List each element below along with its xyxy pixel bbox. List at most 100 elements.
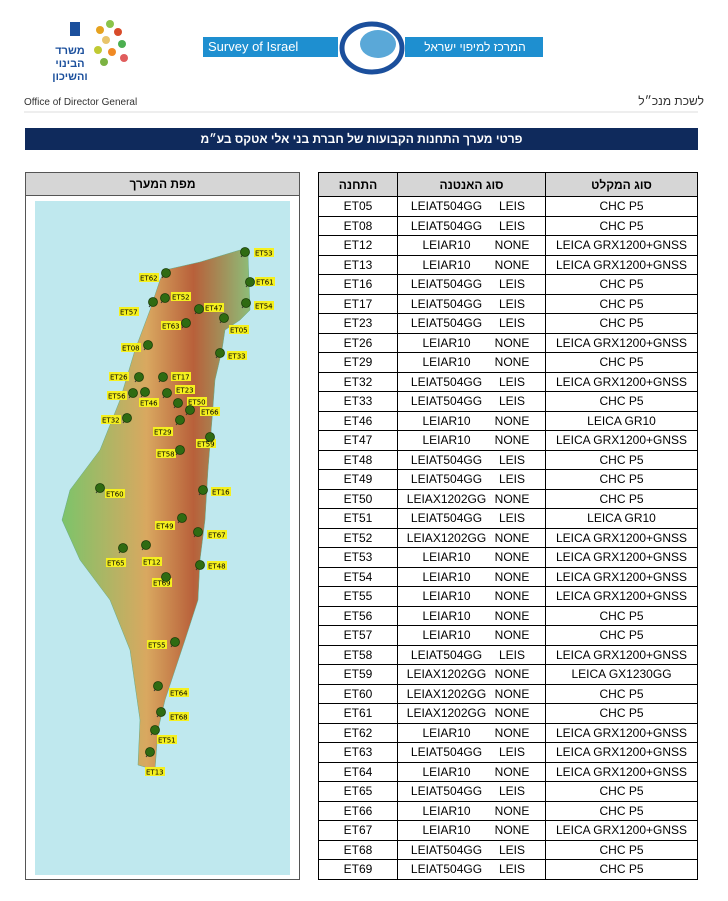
- station-marker: [185, 405, 195, 415]
- station-label-bg: [207, 530, 227, 539]
- station-cell: ET52: [319, 528, 398, 548]
- station-cell: ET48: [319, 450, 398, 470]
- station-marker: [143, 340, 153, 350]
- station-label: ET08: [122, 345, 140, 353]
- antenna-type: LEIAR10: [422, 433, 471, 447]
- antenna-type: LEIAR10: [422, 569, 471, 584]
- antenna-type: LEIAR10: [422, 764, 471, 779]
- radome-type: LEIS: [498, 374, 525, 389]
- receiver-cell: LEICA GRX1200+GNSS: [546, 743, 698, 763]
- station-label-bg: [107, 391, 127, 400]
- antenna-type: LEIAR10: [422, 589, 471, 603]
- survey-name: Survey of Israel: [208, 39, 299, 54]
- station-label-bg: [227, 351, 247, 360]
- ministry-logo: [70, 20, 128, 66]
- station-label: ET05: [230, 327, 248, 335]
- antenna-cell: [398, 353, 546, 373]
- station-marker: [173, 398, 183, 408]
- station-marker: [245, 277, 255, 287]
- station-marker: [150, 725, 160, 735]
- station-marker: [195, 560, 205, 570]
- antenna-type: LEIAX1202GG: [406, 530, 487, 545]
- office-en: Office of Director General: [24, 97, 138, 108]
- antenna-cell: [398, 567, 546, 587]
- station-label: ET49: [156, 523, 174, 531]
- station-label: ET17: [172, 374, 190, 382]
- antenna-cell: [398, 743, 546, 763]
- antenna-type: LEIAR10: [422, 550, 471, 564]
- radome-type: LEIS: [498, 862, 525, 876]
- station-marker: [161, 572, 171, 582]
- receiver-cell: CHC P5: [546, 782, 698, 802]
- station-cell: ET59: [319, 665, 398, 685]
- title-bar: פרטי מערך התחנות הקבועות של חברת בני אלי…: [25, 128, 698, 150]
- receiver-cell: LEICA GRX1200+GNSS: [546, 431, 698, 451]
- receiver-cell: CHC P5: [546, 197, 698, 217]
- station-marker: [162, 388, 172, 398]
- radome-type: LEIS: [498, 647, 525, 662]
- station-cell: ET46: [319, 411, 398, 431]
- station-label-bg: [101, 415, 121, 424]
- antenna-cell: [398, 372, 546, 392]
- station-label-bg: [147, 640, 167, 649]
- station-label: ET58: [157, 451, 175, 459]
- radome-type: NONE: [494, 569, 530, 584]
- antenna-cell: [398, 606, 546, 626]
- station-cell: ET55: [319, 587, 398, 607]
- station-label-bg: [169, 688, 189, 697]
- column-header: התחנה: [319, 173, 398, 197]
- antenna-cell: [398, 275, 546, 295]
- receiver-cell: CHC P5: [546, 840, 698, 860]
- station-cell: ET67: [319, 821, 398, 841]
- antenna-cell: [398, 509, 546, 529]
- radome-type: LEIS: [498, 296, 525, 311]
- antenna-type: LEIAR10: [422, 355, 471, 369]
- station-label: ET67: [208, 532, 226, 540]
- antenna-cell: [398, 450, 546, 470]
- antenna-cell: [398, 801, 546, 821]
- antenna-cell: [398, 470, 546, 490]
- radome-type: NONE: [494, 491, 530, 506]
- station-cell: ET64: [319, 762, 398, 782]
- station-marker: [170, 637, 180, 647]
- station-cell: ET17: [319, 294, 398, 314]
- station-label: ET60: [106, 491, 124, 499]
- receiver-cell: CHC P5: [546, 450, 698, 470]
- station-marker: [118, 543, 128, 553]
- station-cell: ET47: [319, 431, 398, 451]
- antenna-cell: [398, 197, 546, 217]
- receiver-cell: LEICA GRX1200+GNSS: [546, 723, 698, 743]
- station-label-bg: [169, 712, 189, 721]
- antenna-cell: [398, 548, 546, 568]
- station-label: ET16: [212, 489, 230, 497]
- station-marker: [145, 747, 155, 757]
- receiver-cell: CHC P5: [546, 314, 698, 334]
- station-marker: [134, 372, 144, 382]
- station-label-bg: [152, 578, 172, 587]
- receiver-cell: CHC P5: [546, 216, 698, 236]
- station-label-bg: [161, 321, 181, 330]
- station-label-bg: [254, 248, 274, 257]
- station-label-bg: [204, 303, 224, 312]
- antenna-cell: [398, 704, 546, 724]
- station-label-bg: [139, 398, 159, 407]
- radome-type: LEIS: [498, 745, 525, 759]
- radome-type: NONE: [494, 589, 530, 603]
- office-he: לשכת מנכ״ל: [638, 94, 704, 108]
- station-label: ET62: [140, 275, 158, 283]
- receiver-cell: LEICA GRX1200+GNSS: [546, 645, 698, 665]
- survey-hebrew: המרכז למיפוי ישראל: [424, 40, 526, 54]
- radome-type: LEIS: [498, 199, 525, 213]
- station-cell: ET26: [319, 333, 398, 353]
- receiver-cell: CHC P5: [546, 606, 698, 626]
- radome-type: LEIS: [498, 452, 525, 467]
- station-label-bg: [254, 301, 274, 310]
- receiver-cell: LEICA GRX1200+GNSS: [546, 333, 698, 353]
- antenna-cell: [398, 528, 546, 548]
- station-cell: ET54: [319, 567, 398, 587]
- map-title: מפת המערך: [26, 173, 299, 196]
- receiver-cell: LEICA GRX1200+GNSS: [546, 528, 698, 548]
- station-marker: [153, 681, 163, 691]
- station-marker: [148, 297, 158, 307]
